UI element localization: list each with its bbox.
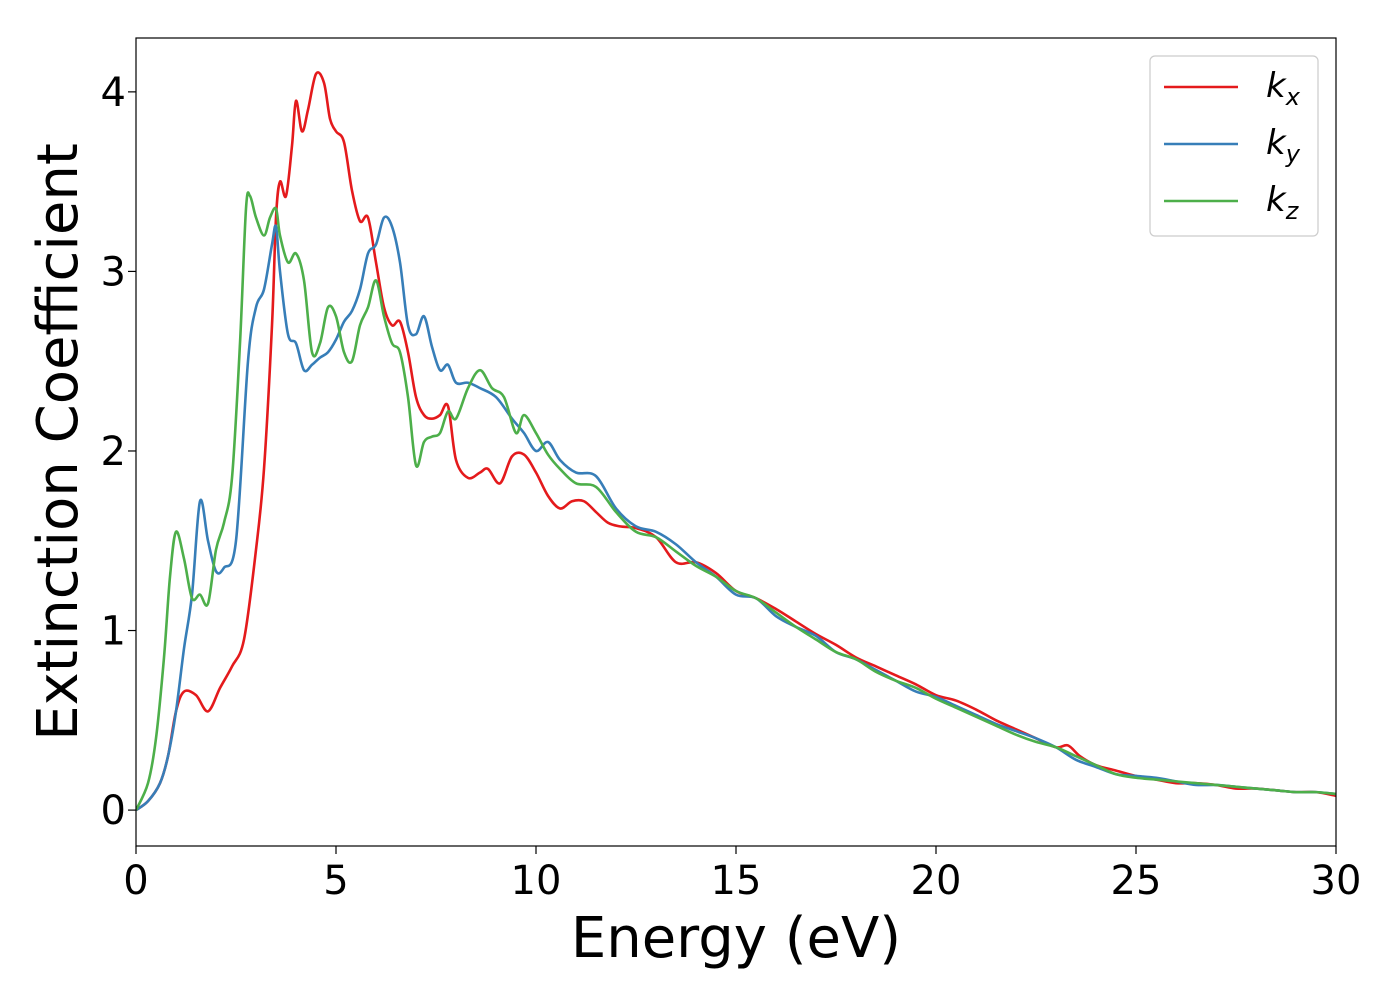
legend-box	[1149, 55, 1319, 237]
legend-label-kx: kx	[1266, 66, 1301, 111]
x-tick-label: 5	[323, 858, 348, 904]
x-axis-label: Energy (eV)	[571, 906, 901, 971]
plot-area	[136, 38, 1336, 846]
x-axis: 0 5 10 15 20 25 30	[123, 846, 1361, 904]
y-tick-label: 2	[101, 429, 126, 475]
series-layer	[136, 71, 1336, 812]
y-tick-label: 4	[101, 70, 126, 116]
x-tick-label: 30	[1311, 858, 1362, 904]
x-tick-label: 25	[1111, 858, 1162, 904]
legend-label-kz: kz	[1266, 180, 1300, 225]
x-tick-label: 0	[123, 858, 148, 904]
y-tick-label: 1	[101, 609, 126, 655]
x-tick-label: 10	[511, 858, 562, 904]
legend: kx ky kz	[1149, 55, 1319, 237]
y-axis: 0 1 2 3 4	[101, 70, 136, 834]
legend-label-ky: ky	[1266, 123, 1301, 168]
y-tick-label: 0	[101, 788, 126, 834]
series-line-ky	[136, 215, 1336, 812]
series-line-kz	[136, 191, 1336, 811]
x-tick-label: 20	[911, 858, 962, 904]
y-tick-label: 3	[101, 249, 126, 295]
y-axis-label: Extinction Coefficient	[26, 143, 91, 741]
x-tick-label: 15	[711, 858, 762, 904]
